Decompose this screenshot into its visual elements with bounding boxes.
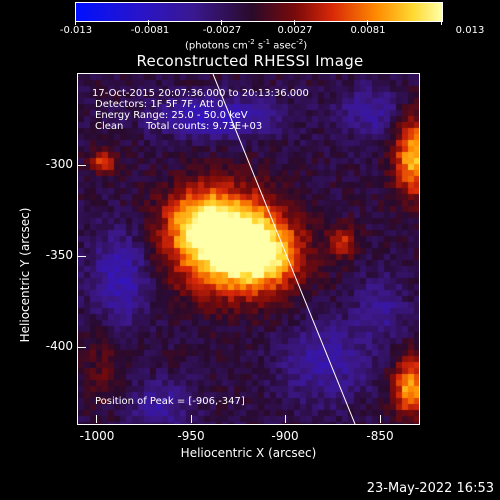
heatmap-image [78,74,419,424]
colorbar-tick-label: 0.013 [455,25,485,36]
colorbar-tick-label: -0.013 [59,25,93,36]
heatmap-plot: 17-Oct-2015 20:07:36.000 to 20:13:36.000… [77,73,420,425]
colorbar [75,2,443,22]
energy-range-text: Energy Range: 25.0 - 50.0 keV [95,110,248,121]
colorbar-units: (photons cm-2 s-1 asec-2) [185,38,308,52]
colorbar-tick-label: 0.0027 [277,25,313,36]
peak-position-text: Position of Peak = [-906,-347] [95,396,245,407]
colorbar-tick-label: -0.0027 [202,25,242,36]
detectors-text: Detectors: 1F 5F 7F, Att 0 [95,99,224,110]
y-tick-label: -350 [45,248,73,262]
time-range-text: 17-Oct-2015 20:07:36.000 to 20:13:36.000 [92,88,309,99]
total-counts-text: Total counts: 9.73E+03 [146,121,263,132]
y-tick-label: -400 [45,339,73,353]
plot-title: Reconstructed RHESSI Image [136,52,364,70]
timestamp: 23-May-2022 16:53 [366,481,494,496]
x-tick-label: -950 [177,429,205,443]
y-axis-label: Heliocentric Y (arcsec) [18,207,32,343]
clean-text: Clean [95,121,124,132]
colorbar-tick-label: -0.0081 [130,25,170,36]
x-tick-label: -1000 [79,429,115,443]
limb-line [212,74,356,424]
colorbar-tick-label: 0.0081 [350,25,386,36]
x-tick-label: -850 [366,429,394,443]
x-tick-label: -900 [271,429,299,443]
x-axis-label: Heliocentric X (arcsec) [180,446,317,460]
y-tick-label: -300 [45,157,73,171]
